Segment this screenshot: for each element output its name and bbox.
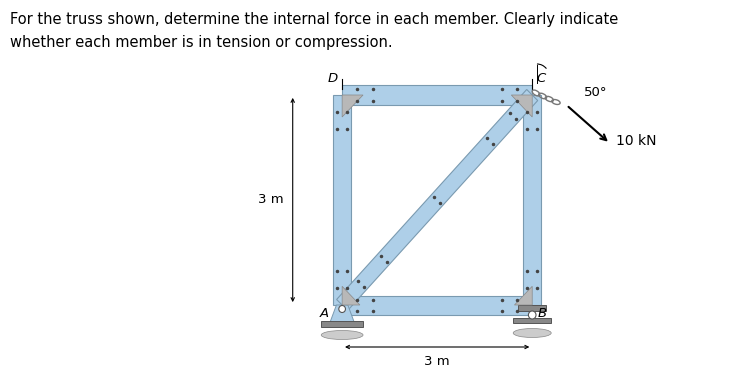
Text: For the truss shown, determine the internal force in each member. Clearly indica: For the truss shown, determine the inter… (10, 12, 618, 27)
Circle shape (339, 305, 345, 313)
Text: 50°: 50° (583, 86, 607, 99)
Text: B: B (538, 307, 547, 320)
Polygon shape (329, 305, 355, 323)
Ellipse shape (321, 331, 363, 340)
Text: 3 m: 3 m (258, 193, 283, 207)
Polygon shape (342, 286, 360, 305)
Text: D: D (328, 72, 338, 85)
Polygon shape (342, 95, 363, 117)
Text: C: C (536, 72, 545, 85)
Text: 3 m: 3 m (424, 355, 450, 368)
Circle shape (528, 311, 536, 319)
Polygon shape (511, 95, 532, 117)
Polygon shape (342, 296, 532, 314)
Polygon shape (333, 95, 351, 305)
Bar (321, 321, 363, 327)
Ellipse shape (513, 328, 551, 337)
Polygon shape (523, 95, 542, 305)
Text: 10 kN: 10 kN (616, 133, 657, 147)
Polygon shape (515, 286, 532, 305)
Bar (513, 318, 551, 323)
Polygon shape (342, 86, 532, 104)
Text: whether each member is in tension or compression.: whether each member is in tension or com… (10, 35, 392, 50)
Polygon shape (337, 89, 538, 311)
Text: A: A (320, 307, 329, 320)
Bar (518, 305, 547, 311)
